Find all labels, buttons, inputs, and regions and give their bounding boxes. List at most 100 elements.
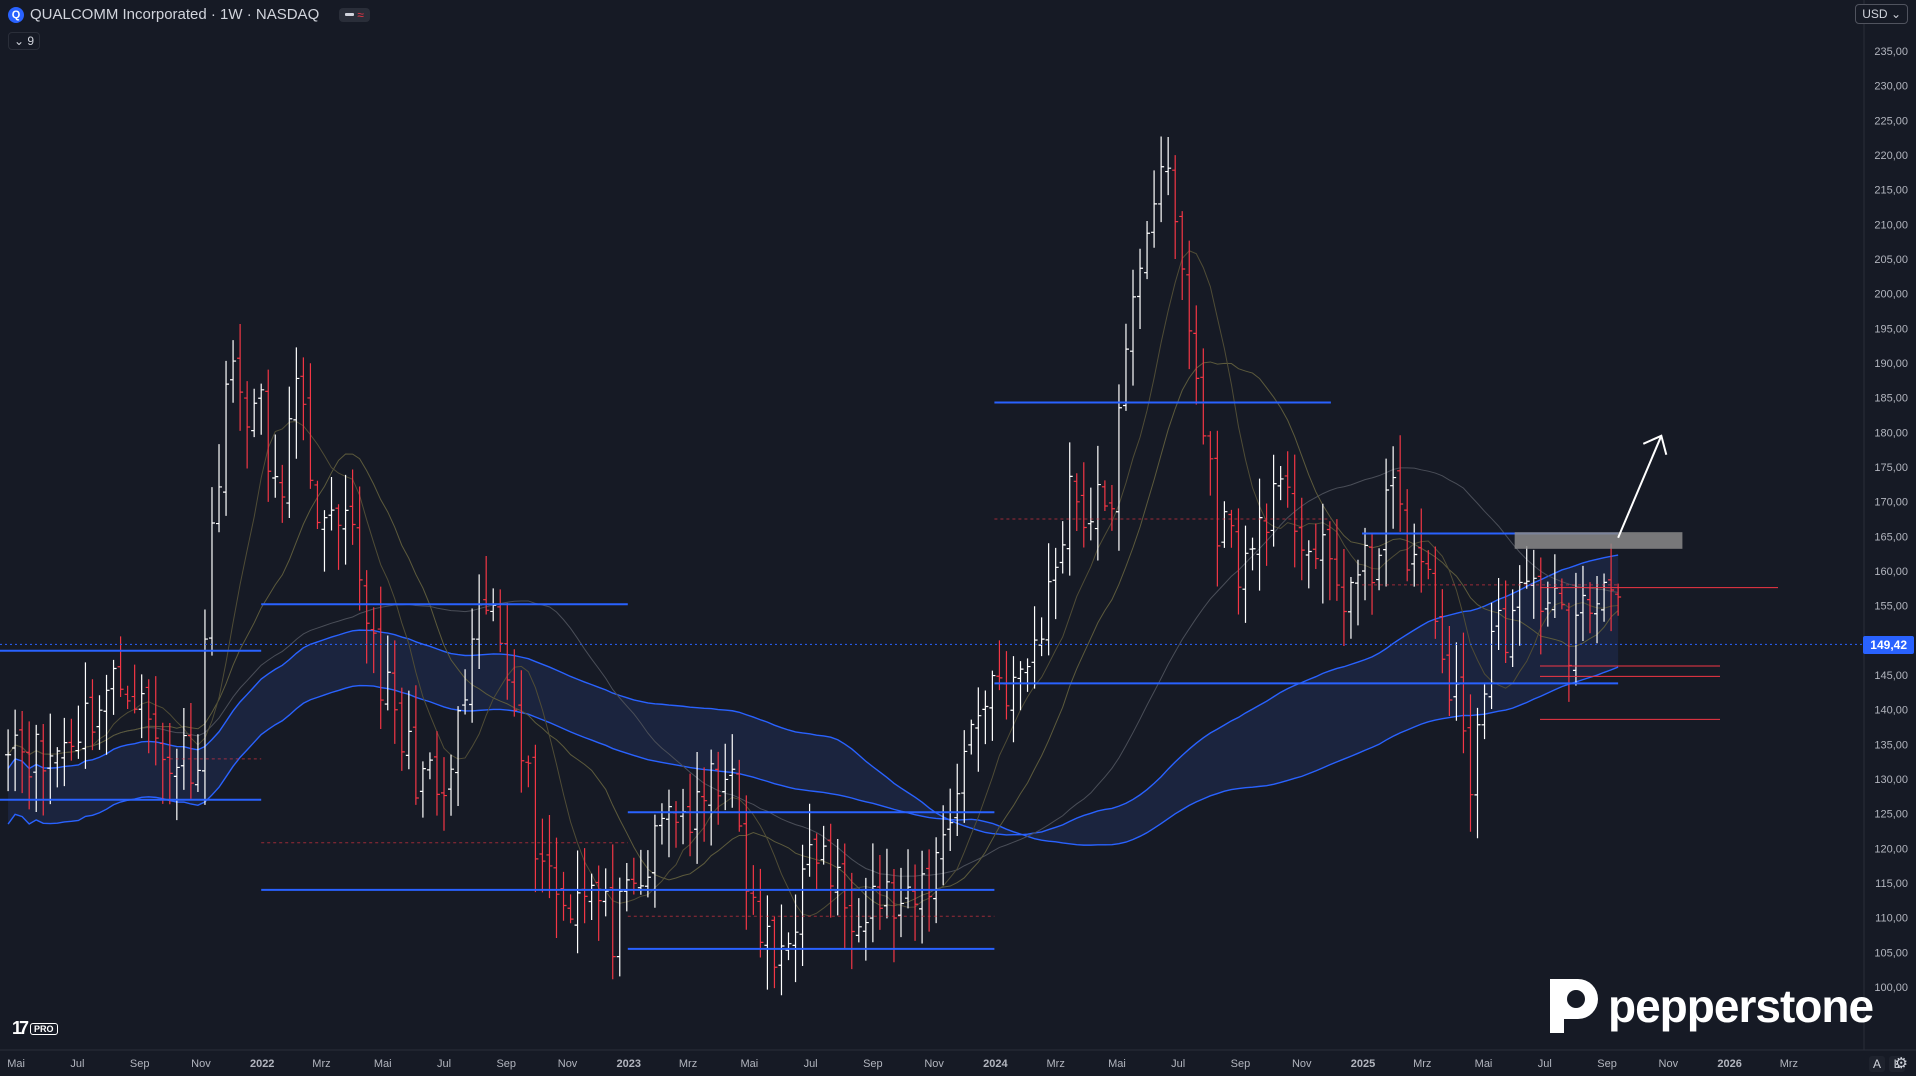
ohlc-bar: [1509, 589, 1516, 668]
ohlc-bar: [1221, 501, 1228, 548]
ohlc-bar: [19, 710, 26, 794]
auto-scale-button[interactable]: A: [1869, 1056, 1885, 1072]
ohlc-bar: [1347, 576, 1354, 639]
y-tick-label: 125,00: [1874, 809, 1908, 821]
ohlc-bar: [419, 761, 426, 818]
x-tick-label: Nov: [191, 1058, 211, 1070]
ohlc-bar: [370, 607, 377, 674]
symbol-logo-icon[interactable]: Q: [8, 6, 24, 23]
ohlc-bar: [1418, 508, 1425, 593]
market-status-icon[interactable]: ≈: [339, 7, 370, 22]
x-tick-label: Jul: [70, 1058, 84, 1070]
ohlc-bar: [426, 752, 433, 780]
y-tick-label: 200,00: [1874, 289, 1908, 301]
ohlc-bar: [1390, 446, 1397, 529]
y-tick-label: 215,00: [1874, 185, 1908, 197]
x-tick-label: Nov: [558, 1058, 578, 1070]
y-tick-label: 165,00: [1874, 531, 1908, 543]
ohlc-bar: [1446, 625, 1453, 716]
ohlc-bar: [1228, 509, 1235, 548]
ohlc-bar: [1544, 581, 1551, 627]
x-tick-label: Sep: [1597, 1058, 1617, 1070]
ohlc-bar: [1326, 521, 1333, 601]
ohlc-bar: [1537, 557, 1544, 655]
symbol-title[interactable]: QUALCOMM Incorporated · 1W · NASDAQ: [30, 6, 320, 23]
ohlc-bar: [546, 815, 553, 899]
y-tick-label: 140,00: [1874, 705, 1908, 717]
ohlc-bar: [919, 850, 926, 944]
ma-ribbon-lower: [7, 666, 1619, 846]
currency-selector[interactable]: USD ⌄: [1855, 4, 1908, 24]
ohlc-bar: [609, 844, 616, 980]
ohlc-bar: [1172, 155, 1179, 259]
last-price-tag: 149,42: [1863, 636, 1914, 654]
ohlc-bar: [1249, 537, 1256, 571]
ohlc-bar: [869, 843, 876, 943]
x-tick-label: Mai: [740, 1058, 758, 1070]
x-tick-label: Mai: [1108, 1058, 1126, 1070]
settings-gear-icon[interactable]: ⚙: [1894, 1055, 1908, 1072]
x-tick-label: Jul: [804, 1058, 818, 1070]
ma-50-line: [7, 467, 1619, 877]
ohlc-bar: [286, 386, 293, 518]
ohlc-bar: [1340, 548, 1347, 646]
ohlc-bar: [1460, 632, 1467, 754]
x-tick-label: 2023: [617, 1058, 641, 1070]
ohlc-bar: [1579, 565, 1586, 641]
x-tick-label: 2025: [1351, 1058, 1375, 1070]
ohlc-bar: [61, 717, 68, 787]
ohlc-bar: [342, 474, 349, 565]
ohlc-bar: [265, 369, 272, 502]
ohlc-bar: [883, 848, 890, 919]
ohlc-bar: [961, 730, 968, 823]
ohlc-bar: [651, 814, 658, 908]
ohlc-bar: [1193, 305, 1200, 405]
y-tick-label: 220,00: [1874, 150, 1908, 162]
ohlc-bar: [665, 789, 672, 858]
x-tick-label: Jul: [1538, 1058, 1552, 1070]
ohlc-bar: [771, 916, 778, 989]
ohlc-bar: [5, 729, 12, 792]
ohlc-bar: [687, 773, 694, 857]
x-tick-label: Mrz: [1780, 1058, 1798, 1070]
tradingview-logo[interactable]: 17 PRO: [12, 1018, 58, 1039]
x-tick-label: Mai: [374, 1058, 392, 1070]
ohlc-bar: [208, 487, 215, 656]
ohlc-bar: [159, 722, 166, 804]
indicators-toggle[interactable]: ⌄ 9: [8, 32, 41, 50]
ohlc-bar: [398, 687, 405, 771]
ohlc-bar: [1404, 489, 1411, 582]
ohlc-bar: [1052, 547, 1059, 620]
ohlc-bar: [1488, 602, 1495, 709]
x-tick-label: Nov: [1659, 1058, 1679, 1070]
ohlc-bar: [131, 664, 138, 714]
pepperstone-logo-icon: [1550, 979, 1598, 1033]
ohlc-bar: [103, 674, 110, 755]
ohlc-bar: [1108, 485, 1115, 531]
y-tick-label: 160,00: [1874, 566, 1908, 578]
ohlc-bar: [841, 843, 848, 949]
ohlc-bar: [1137, 248, 1144, 329]
ohlc-bar: [377, 586, 384, 730]
ohlc-bar: [173, 748, 180, 821]
ohlc-bar: [26, 721, 33, 810]
ohlc-bar: [433, 731, 440, 816]
ohlc-bar: [1031, 606, 1038, 689]
ohlc-bar: [1200, 348, 1207, 445]
ohlc-bar: [293, 347, 300, 459]
ohlc-bar: [792, 894, 799, 983]
ohlc-bar: [363, 570, 370, 664]
ohlc-bar: [996, 640, 1003, 691]
ohlc-bar: [743, 795, 750, 930]
ohlc-bar: [391, 640, 398, 744]
ohlc-bar: [1214, 430, 1221, 587]
ohlc-bar: [180, 707, 187, 790]
ohlc-bar: [595, 865, 602, 941]
ohlc-bar: [440, 757, 447, 831]
ohlc-bar: [1481, 684, 1488, 740]
ohlc-bar: [1383, 458, 1390, 587]
log-scale-button[interactable]: L: [1889, 1056, 1905, 1072]
ohlc-bar: [813, 833, 820, 890]
ohlc-bar: [194, 734, 201, 793]
